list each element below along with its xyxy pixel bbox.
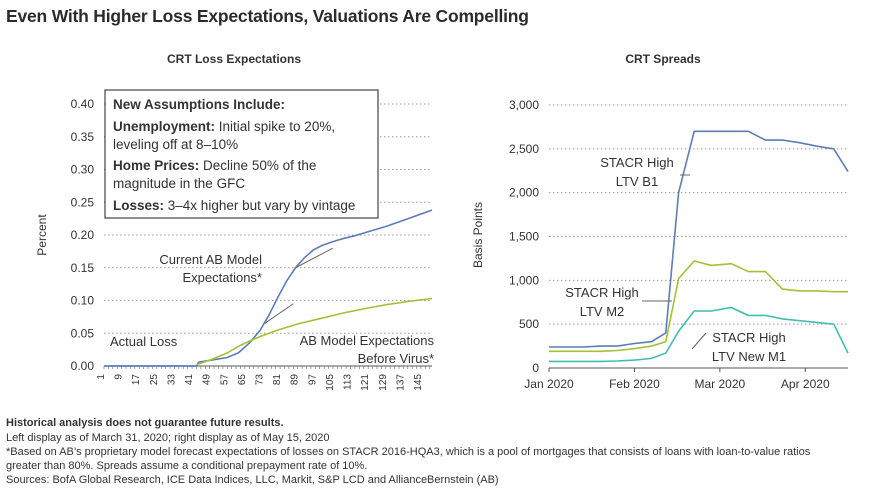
left-y-tick-label: 0.40 <box>71 97 95 111</box>
left-y-tick-label: 0.30 <box>71 163 95 177</box>
left-series-before-virus <box>196 297 433 366</box>
assumptions-home-prices-line1: Home Prices: Decline 50% of the <box>113 158 316 173</box>
assumptions-heading: New Assumptions Include: <box>113 97 285 112</box>
right-y-tick-label: 1,000 <box>509 273 539 287</box>
left-x-tick-label: 97 <box>307 374 318 386</box>
right-annotation-m1-line1: STACR High <box>712 330 785 345</box>
left-annotation-actual-loss: Actual Loss <box>110 334 178 349</box>
right-y-tick-label: 3,000 <box>509 98 539 112</box>
right-x-tick-label: Jan 2020 <box>524 377 574 391</box>
assumptions-losses-line: Losses: 3–4x higher but vary by vintage <box>113 198 355 213</box>
left-series-current-ab-model <box>104 209 433 367</box>
left-x-tick-label: 81 <box>272 374 283 386</box>
right-annotation-m2-line1: STACR High <box>565 285 638 300</box>
right-y-tick-label: 2,000 <box>509 186 539 200</box>
assumptions-unemployment-line1: Unemployment: Initial spike to 20%, <box>113 119 335 134</box>
left-x-tick-label: 9 <box>114 374 125 380</box>
right-series-new-m1 <box>549 306 849 363</box>
assumptions-home-prices-line2: magnitude in the GFC <box>113 176 245 191</box>
left-x-tick-label: 57 <box>219 374 230 386</box>
left-x-tick-label: 65 <box>237 374 248 386</box>
left-x-tick-label: 1 <box>96 374 107 380</box>
right-x-tick-label: Apr 2020 <box>781 377 830 391</box>
left-y-tick-label: 0.20 <box>71 228 95 242</box>
right-annotation-m2-line2: LTV M2 <box>580 304 625 319</box>
left-y-axis-label: Percent <box>35 214 49 256</box>
footnote-methodology: *Based on AB’s proprietary model forecas… <box>6 446 811 458</box>
left-annotation-before-line1: AB Model Expectations <box>300 333 435 348</box>
right-y-axis-label: Basis Points <box>471 202 485 268</box>
left-leader-before-virus <box>264 303 294 324</box>
left-x-tick-label: 121 <box>360 374 371 391</box>
left-y-tick-label: 0.05 <box>71 326 95 340</box>
left-annotation-current-line1: Current AB Model <box>159 252 262 267</box>
page-title: Even With Higher Loss Expectations, Valu… <box>6 6 529 26</box>
left-x-tick-label: 145 <box>413 374 424 391</box>
left-x-tick-label: 33 <box>166 374 177 386</box>
right-series-m2 <box>549 260 848 353</box>
right-series-b1 <box>549 130 849 348</box>
right-y-tick-label: 2,500 <box>509 142 539 156</box>
left-y-tick-label: 0.10 <box>71 294 95 308</box>
left-annotation-current-line2: Expectations* <box>183 270 263 285</box>
right-annotation-m1-line2: LTV New M1 <box>712 349 786 364</box>
left-y-tick-label: 0.25 <box>71 195 95 209</box>
left-x-tick-label: 105 <box>325 374 336 391</box>
footnote-dates: Left display as of March 31, 2020; right… <box>6 432 330 444</box>
right-x-tick-label: Feb 2020 <box>609 377 660 391</box>
right-chart-title: CRT Spreads <box>625 52 701 66</box>
footnote-sources: Sources: BofA Global Research, ICE Data … <box>6 474 499 486</box>
left-y-tick-label: 0.15 <box>71 261 95 275</box>
left-leader-current <box>295 247 334 269</box>
left-x-tick-label: 25 <box>149 374 160 386</box>
footnote-methodology-cont: greater than 80%. Spreads assume a condi… <box>6 460 368 472</box>
left-x-tick-label: 129 <box>378 374 389 391</box>
left-x-tick-label: 113 <box>343 374 354 390</box>
right-annotation-b1-line1: STACR High <box>600 155 673 170</box>
right-leader-m1 <box>691 332 707 350</box>
right-annotation-b1-line2: LTV B1 <box>616 174 658 189</box>
footnote-disclaimer: Historical analysis does not guarantee f… <box>6 417 284 429</box>
right-x-tick-label: Mar 2020 <box>695 377 746 391</box>
left-annotation-before-line2: Before Virus* <box>358 351 434 366</box>
left-x-tick-label: 41 <box>184 374 195 386</box>
left-x-tick-label: 49 <box>202 374 213 386</box>
right-y-tick-label: 0 <box>532 361 539 375</box>
right-y-tick-label: 1,500 <box>509 230 539 244</box>
assumptions-box <box>104 89 379 219</box>
assumptions-unemployment-line2: leveling off at 8–10% <box>113 137 238 152</box>
right-y-tick-label: 500 <box>519 317 539 331</box>
left-x-tick-label: 89 <box>290 374 301 386</box>
left-y-tick-label: 0.00 <box>71 359 95 373</box>
left-y-tick-label: 0.35 <box>71 130 95 144</box>
charts-canvas: CRT Loss Expectations Percent 0.00 0.05 0.10… <box>35 52 849 391</box>
left-x-tick-label: 17 <box>131 374 142 386</box>
left-x-tick-label: 73 <box>254 374 265 386</box>
left-x-tick-label: 137 <box>395 374 406 391</box>
left-chart-title: CRT Loss Expectations <box>167 52 301 66</box>
